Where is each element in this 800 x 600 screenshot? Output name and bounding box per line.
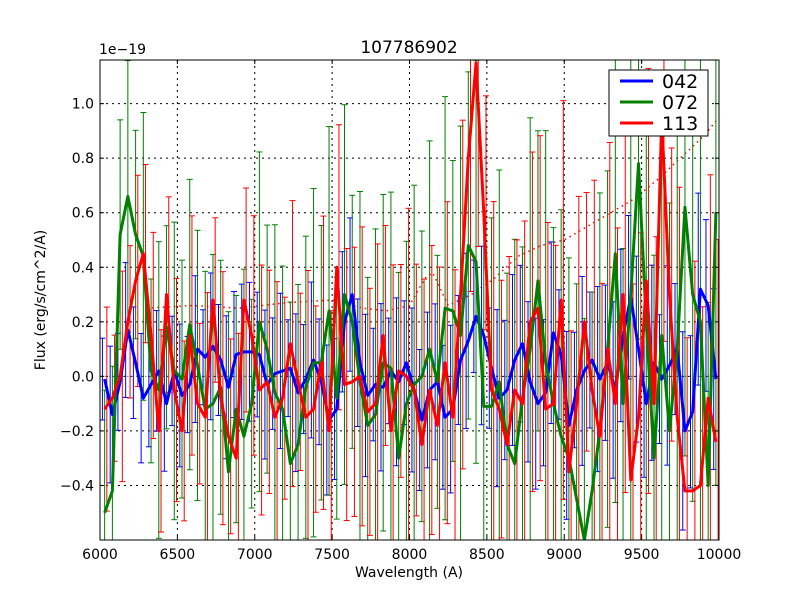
ticks: 6000 6500 7000 7500 8000 8500 9000 9500 10000 −0.… — [60, 60, 741, 563]
y-tick-label: 0.2 — [72, 315, 94, 331]
y-tick-label: −0.4 — [60, 478, 94, 494]
series-line-113 — [103, 61, 718, 493]
legend-label-072: 072 — [662, 92, 698, 114]
x-tick-label: 7500 — [314, 547, 350, 563]
y-tick-label: −0.2 — [60, 424, 94, 440]
x-tick-label: 9500 — [624, 547, 660, 563]
y-tick-label: 1.0 — [72, 97, 94, 113]
x-tick-label: 10000 — [697, 547, 742, 563]
x-tick-label: 8000 — [392, 547, 428, 563]
legend-label-113: 113 — [662, 113, 698, 135]
x-tick-label: 8500 — [469, 547, 505, 563]
chart-title: 107786902 — [360, 38, 457, 58]
offset-text: 1e−19 — [99, 42, 146, 58]
y-tick-label: 0.6 — [72, 206, 94, 222]
x-axis-label: Wavelength (A) — [355, 565, 463, 581]
y-tick-label: 0.4 — [72, 260, 94, 276]
y-tick-label: 0.0 — [72, 369, 94, 385]
y-axis-label: Flux (erg/s/cm^2/A) — [33, 230, 49, 370]
plot-area — [100, 60, 719, 540]
x-tick-label: 9000 — [546, 547, 582, 563]
x-tick-label: 6500 — [160, 547, 196, 563]
legend-label-042: 042 — [662, 71, 698, 93]
x-tick-label: 7000 — [237, 547, 273, 563]
x-tick-label: 6000 — [82, 547, 118, 563]
y-tick-label: 0.8 — [72, 151, 94, 167]
dotted-line — [146, 116, 719, 312]
